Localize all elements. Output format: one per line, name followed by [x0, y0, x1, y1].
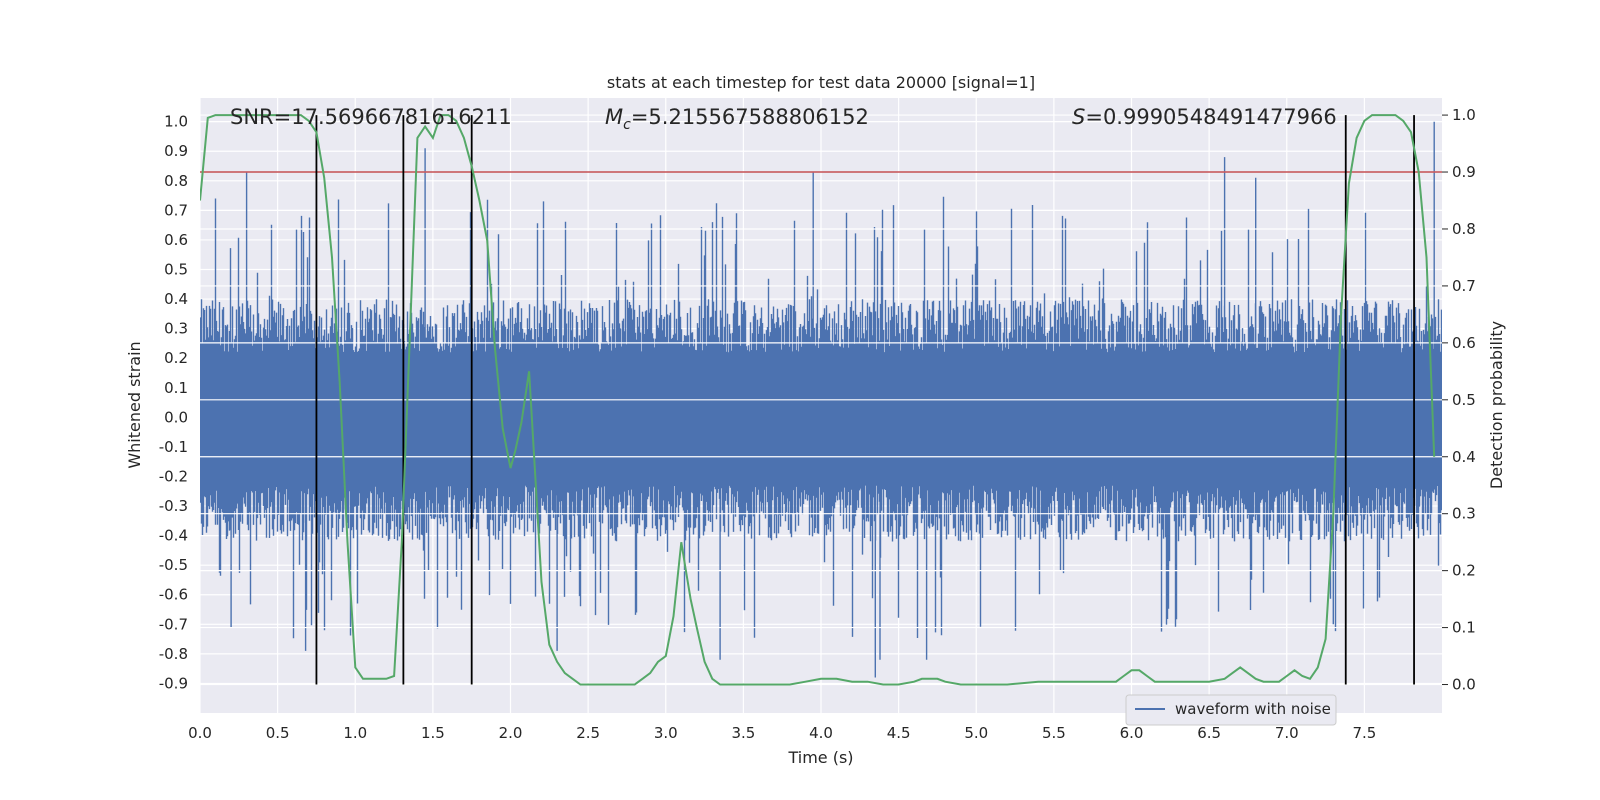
x-tick-label: 0.0	[188, 724, 212, 742]
x-tick-label: 7.0	[1275, 724, 1299, 742]
y-left-tick-label: -0.3	[159, 497, 188, 515]
chart-title: stats at each timestep for test data 200…	[607, 73, 1035, 92]
y-right-tick-label: 0.0	[1452, 676, 1476, 694]
y-right-tick-label: 0.5	[1452, 391, 1476, 409]
x-tick-label: 5.0	[964, 724, 988, 742]
y-left-tick-label: 0.2	[164, 349, 188, 367]
y-right-tick-label: 0.4	[1452, 448, 1476, 466]
y-left-tick-label: 0.9	[164, 142, 188, 160]
x-tick-label: 0.5	[266, 724, 290, 742]
y-left-tick-label: 0.5	[164, 260, 188, 278]
legend-label-waveform: waveform with noise	[1175, 700, 1331, 718]
chirp-mass-annotation: Mc=5.215567588806152	[605, 105, 869, 133]
y-left-tick-label: -0.6	[159, 586, 188, 604]
score-annotation: S=0.9990548491477966	[1072, 105, 1337, 129]
y-left-tick-label: 0.0	[164, 408, 188, 426]
x-tick-label: 1.0	[343, 724, 367, 742]
vertical-markers	[315, 115, 1415, 685]
y-left-tick-label: -0.8	[159, 645, 188, 663]
x-tick-label: 1.5	[421, 724, 445, 742]
y-axis-left-label: Whitened strain	[125, 341, 144, 468]
y-right-tick-label: 0.3	[1452, 505, 1476, 523]
y-left-tick-label: -0.1	[159, 438, 188, 456]
snr-annotation: SNR=17.56966781616211	[230, 105, 512, 129]
y-left-tick-label: -0.2	[159, 467, 188, 485]
y-left-tick-label: 0.1	[164, 379, 188, 397]
y-left-tick-label: 0.3	[164, 320, 188, 338]
y-right-tick-label: 0.2	[1452, 562, 1476, 580]
y-right-tick-label: 0.6	[1452, 334, 1476, 352]
y-right-tick-label: 0.7	[1452, 277, 1476, 295]
y-left-tick-label: -0.4	[159, 527, 188, 545]
x-tick-label: 3.0	[654, 724, 678, 742]
y-left-tick-label: 0.4	[164, 290, 188, 308]
x-tick-label: 6.5	[1197, 724, 1221, 742]
x-axis-label: Time (s)	[787, 748, 853, 767]
y-axis-right-ticks: 1.0 0.9 0.8 0.7 0.6 0.5 0.4 0.3 0.2 0.1 0.0	[1442, 106, 1476, 694]
x-tick-label: 4.0	[809, 724, 833, 742]
y-right-tick-label: 0.9	[1452, 163, 1476, 181]
x-tick-label: 3.5	[731, 724, 755, 742]
y-left-tick-label: -0.5	[159, 556, 188, 574]
x-tick-label: 2.0	[499, 724, 523, 742]
y-left-tick-label: -0.9	[159, 674, 188, 692]
y-right-tick-label: 1.0	[1452, 106, 1476, 124]
y-left-tick-label: 0.8	[164, 172, 188, 190]
legend: waveform with noise	[1125, 694, 1337, 726]
y-left-tick-label: 0.7	[164, 201, 188, 219]
x-tick-label: 5.5	[1042, 724, 1066, 742]
x-tick-label: 2.5	[576, 724, 600, 742]
x-tick-label: 7.5	[1352, 724, 1376, 742]
y-axis-left-ticks: 1.0 0.9 0.8 0.7 0.6 0.5 0.4 0.3 0.2 0.1 0.0 -0.1 -0.…	[159, 113, 188, 693]
y-left-tick-label: 1.0	[164, 113, 188, 131]
y-axis-right-label: Detection probability	[1487, 321, 1506, 489]
y-left-tick-label: -0.7	[159, 615, 188, 633]
detection-probability-line	[200, 114, 1436, 686]
y-right-tick-label: 0.1	[1452, 619, 1476, 637]
y-left-tick-label: 0.6	[164, 231, 188, 249]
y-right-tick-label: 0.8	[1452, 220, 1476, 238]
waveform-series-line	[200, 121, 1442, 678]
x-tick-label: 4.5	[887, 724, 911, 742]
x-axis-ticks: 0.0 0.5 1.0 1.5 2.0 2.5 3.0 3.5 4.0 4.5 5.0 5.5 6.0 6…	[188, 724, 1376, 742]
x-tick-label: 6.0	[1120, 724, 1144, 742]
